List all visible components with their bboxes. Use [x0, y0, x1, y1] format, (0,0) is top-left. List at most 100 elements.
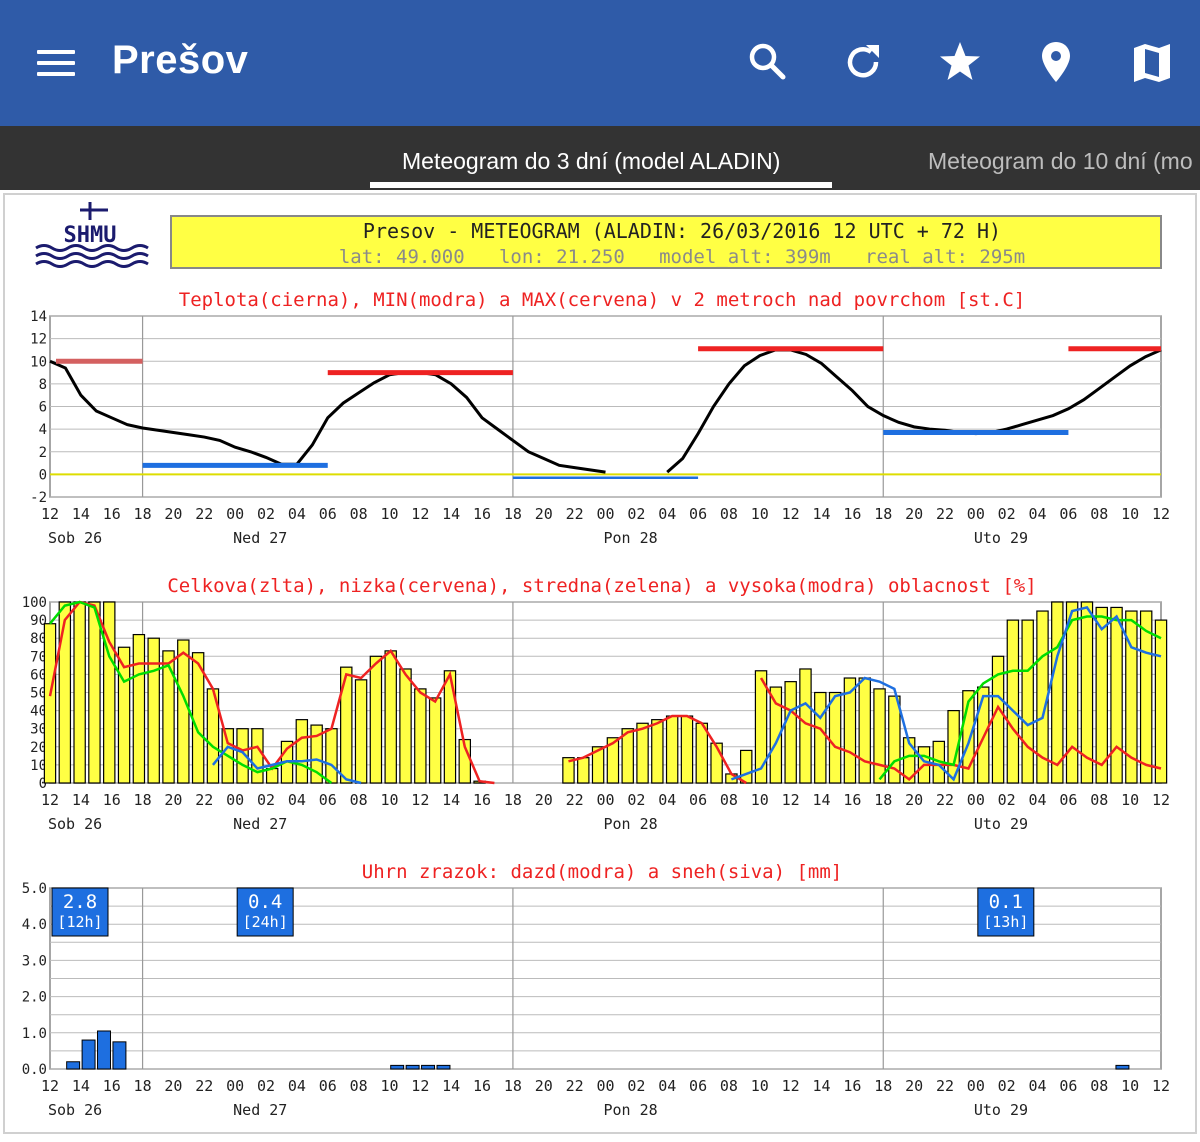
precip-x-tick-label: 02 [998, 1077, 1016, 1095]
precip-x-tick-label: 20 [905, 1077, 923, 1095]
logo-text: SHMU [64, 223, 117, 248]
precip-chart-title: Uhrn zrazok: dazd(modra) a sneh(siva) [m… [362, 861, 842, 883]
cloud-x-tick-label: 08 [720, 791, 738, 809]
star-icon[interactable] [936, 38, 984, 86]
cloud-day-label: Sob 26 [48, 815, 102, 833]
cloud-x-tick-label: 08 [1090, 791, 1108, 809]
precip-x-tick-label: 12 [782, 1077, 800, 1095]
total-cloud-bar [769, 686, 783, 784]
temperature-x-tick-label: 22 [936, 505, 954, 523]
precip-total-value: 2.8 [63, 891, 97, 913]
high-cloud-line [211, 745, 362, 785]
total-cloud-bar [384, 650, 397, 784]
search-icon[interactable] [744, 38, 792, 86]
temperature-x-tick-label: 18 [874, 505, 892, 523]
total-cloud-bar [428, 697, 442, 784]
total-cloud-bar [665, 715, 679, 784]
total-cloud-bar [354, 679, 368, 784]
temperature-x-tick-label: 16 [473, 505, 491, 523]
cloud-x-tick-label: 14 [72, 791, 90, 809]
menu-icon[interactable] [34, 42, 78, 82]
precip-total-period: [12h] [57, 913, 102, 931]
cloud-x-tick-label: 04 [1029, 791, 1047, 809]
total-cloud-bar [414, 688, 427, 784]
temperature-x-tick-label: 16 [103, 505, 121, 523]
rain-bar [390, 1064, 405, 1070]
total-cloud-bar [1139, 610, 1153, 784]
cloud-y-tick-label: 10 [30, 758, 47, 774]
total-cloud-bar [147, 637, 160, 784]
cloud-day-label: Ned 27 [233, 815, 287, 833]
cloud-x-tick-label: 02 [257, 791, 275, 809]
temperature-x-tick-label: 08 [350, 505, 368, 523]
total-cloud-bar [947, 709, 960, 784]
total-cloud-bar [325, 728, 338, 784]
location-pin-icon[interactable] [1032, 38, 1080, 86]
cloud-x-tick-label: 02 [627, 791, 645, 809]
precip-x-tick-label: 10 [1121, 1077, 1139, 1095]
cloud-x-tick-label: 04 [288, 791, 306, 809]
temperature-x-tick-label: 12 [41, 505, 59, 523]
total-cloud-bar [1125, 610, 1138, 784]
cloud-x-tick-label: 12 [41, 791, 59, 809]
refresh-icon[interactable] [840, 38, 888, 86]
precip-x-tick-label: 08 [1090, 1077, 1108, 1095]
cloud-x-tick-label: 14 [812, 791, 830, 809]
temperature-x-tick-label: 04 [1029, 505, 1047, 523]
precip-x-tick-label: 22 [566, 1077, 584, 1095]
precip-day-label: Ned 27 [233, 1101, 287, 1119]
precip-total-value: 0.4 [248, 891, 282, 913]
total-cloud-bar [814, 691, 827, 784]
temperature-x-tick-label: 14 [72, 505, 90, 523]
precip-x-tick-label: 08 [720, 1077, 738, 1095]
precip-x-tick-label: 22 [936, 1077, 954, 1095]
temperature-x-tick-label: 12 [782, 505, 800, 523]
cloud-day-label: Pon 28 [604, 815, 658, 833]
precip-x-tick-label: 08 [350, 1077, 368, 1095]
meteogram-header-box [170, 215, 1162, 269]
precip-x-tick-label: 06 [1059, 1077, 1077, 1095]
cloud-x-tick-label: 00 [596, 791, 614, 809]
rain-bar [66, 1061, 81, 1070]
cloud-x-tick-label: 16 [843, 791, 861, 809]
cloud-x-tick-label: 14 [442, 791, 460, 809]
total-cloud-bar [562, 757, 575, 784]
temperature-y-tick-label: 2 [39, 445, 47, 461]
precip-y-tick-label: 0.0 [22, 1062, 47, 1078]
total-cloud-bar [117, 646, 131, 784]
total-cloud-bar [651, 719, 664, 784]
temperature-x-tick-label: 00 [967, 505, 985, 523]
temperature-y-tick-label: 6 [39, 400, 47, 416]
cloud-x-tick-label: 06 [689, 791, 707, 809]
temperature-x-tick-label: 06 [689, 505, 707, 523]
temperature-x-tick-label: 02 [998, 505, 1016, 523]
precip-x-tick-label: 20 [164, 1077, 182, 1095]
temperature-y-tick-label: 10 [30, 354, 47, 370]
total-cloud-bar [828, 691, 842, 784]
cloud-x-tick-label: 00 [226, 791, 244, 809]
cloud-x-tick-label: 10 [751, 791, 769, 809]
precip-x-tick-label: 10 [380, 1077, 398, 1095]
temperature-y-tick-label: 8 [39, 377, 47, 393]
app-title: Prešov [112, 38, 249, 82]
map-icon[interactable] [1128, 38, 1176, 86]
tab-meteogram-3-days[interactable]: Meteogram do 3 dní (model ALADIN) [402, 148, 781, 174]
precip-y-tick-label: 2.0 [22, 990, 47, 1006]
cloud-x-tick-label: 06 [1059, 791, 1077, 809]
total-cloud-bar [739, 749, 753, 784]
total-cloud-bar [251, 728, 264, 784]
shmu-logo: SHMU [32, 202, 150, 270]
temperature-chart-title: Teplota(cierna), MIN(modra) a MAX(cerven… [179, 289, 1025, 311]
rain-bar [1115, 1064, 1130, 1070]
temperature-y-tick-label: 0 [39, 467, 47, 483]
total-cloud-bar [369, 655, 383, 784]
total-cloud-bar [310, 724, 323, 784]
total-cloud-bar [606, 737, 620, 784]
total-cloud-bar [177, 639, 190, 784]
temperature-x-tick-label: 22 [195, 505, 213, 523]
temperature-x-tick-label: 22 [566, 505, 584, 523]
tab-meteogram-10-days[interactable]: Meteogram do 10 dní (mo [928, 148, 1193, 174]
precip-x-tick-label: 18 [874, 1077, 892, 1095]
precip-x-tick-label: 14 [812, 1077, 830, 1095]
precip-total-period: [13h] [983, 913, 1028, 931]
